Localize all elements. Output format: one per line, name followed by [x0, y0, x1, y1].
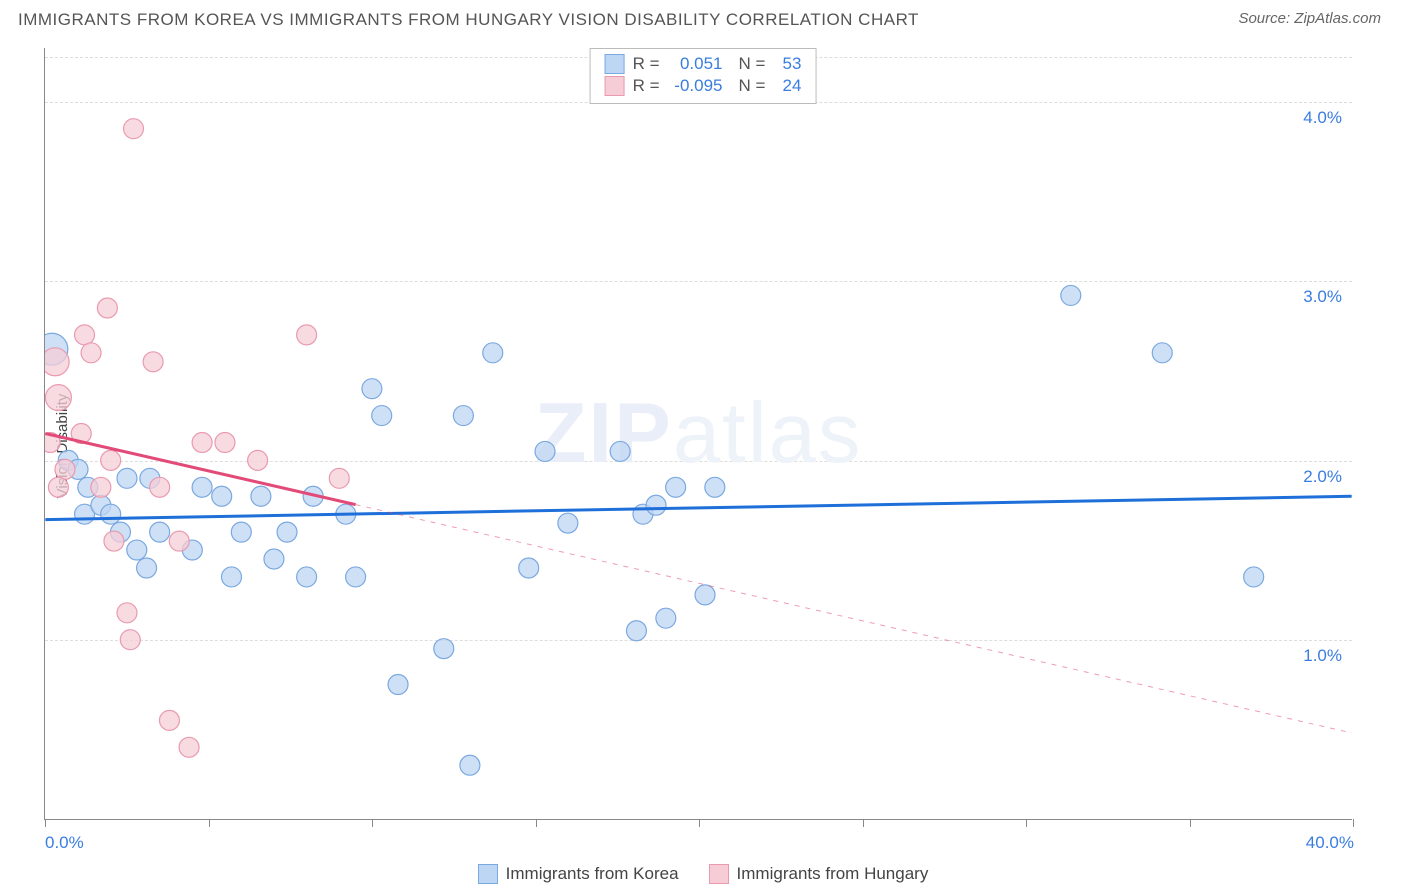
stats-row: R = -0.095 N = 24 [605, 75, 802, 97]
data-point [101, 504, 121, 524]
data-point [212, 486, 232, 506]
r-label: R = [633, 54, 660, 74]
x-tick [699, 819, 700, 827]
data-point [1152, 343, 1172, 363]
data-point [646, 495, 666, 515]
n-label: N = [739, 76, 766, 96]
data-point [91, 477, 111, 497]
legend-item: Immigrants from Hungary [709, 864, 929, 884]
data-point [372, 406, 392, 426]
data-point [535, 441, 555, 461]
data-point [297, 325, 317, 345]
data-point [666, 477, 686, 497]
data-point [705, 477, 725, 497]
data-point [101, 450, 121, 470]
data-point [297, 567, 317, 587]
data-point [519, 558, 539, 578]
legend-label: Immigrants from Hungary [737, 864, 929, 884]
x-tick [209, 819, 210, 827]
data-point [460, 755, 480, 775]
data-point [277, 522, 297, 542]
data-point [117, 603, 137, 623]
data-point [104, 531, 124, 551]
data-point [55, 459, 75, 479]
data-point [179, 737, 199, 757]
series-swatch [709, 864, 729, 884]
data-point [695, 585, 715, 605]
chart-title: IMMIGRANTS FROM KOREA VS IMMIGRANTS FROM… [18, 10, 919, 30]
data-point [45, 348, 69, 376]
data-point [558, 513, 578, 533]
data-point [192, 477, 212, 497]
data-point [127, 540, 147, 560]
data-point [124, 119, 144, 139]
data-point [159, 710, 179, 730]
series-swatch [605, 54, 625, 74]
data-point [215, 432, 235, 452]
chart-header: IMMIGRANTS FROM KOREA VS IMMIGRANTS FROM… [0, 0, 1406, 45]
plot-area: ZIPatlas 1.0%2.0%3.0%4.0%0.0%40.0% [44, 48, 1352, 820]
data-point [169, 531, 189, 551]
data-point [150, 522, 170, 542]
legend-label: Immigrants from Korea [506, 864, 679, 884]
stats-panel: R = 0.051 N = 53 R = -0.095 N = 24 [590, 48, 817, 104]
data-point [346, 567, 366, 587]
r-value: -0.095 [668, 76, 723, 96]
r-label: R = [633, 76, 660, 96]
x-tick [536, 819, 537, 827]
data-point [137, 558, 157, 578]
series-swatch [605, 76, 625, 96]
bottom-legend: Immigrants from Korea Immigrants from Hu… [0, 864, 1406, 884]
data-point [626, 621, 646, 641]
data-point [48, 477, 68, 497]
legend-item: Immigrants from Korea [478, 864, 679, 884]
data-point [192, 432, 212, 452]
data-point [117, 468, 137, 488]
x-tick [863, 819, 864, 827]
data-point [81, 343, 101, 363]
x-tick [372, 819, 373, 827]
x-tick [1353, 819, 1354, 827]
data-point [150, 477, 170, 497]
x-tick [1026, 819, 1027, 827]
data-point [610, 441, 630, 461]
data-point [251, 486, 271, 506]
data-point [231, 522, 251, 542]
scatter-svg [45, 48, 1352, 819]
x-min-label: 0.0% [45, 833, 84, 853]
r-value: 0.051 [668, 54, 723, 74]
data-point [434, 639, 454, 659]
data-point [75, 325, 95, 345]
data-point [222, 567, 242, 587]
stats-row: R = 0.051 N = 53 [605, 53, 802, 75]
source-label: Source: ZipAtlas.com [1238, 10, 1381, 27]
data-point [656, 608, 676, 628]
data-point [264, 549, 284, 569]
series-swatch [478, 864, 498, 884]
data-point [120, 630, 140, 650]
data-point [143, 352, 163, 372]
data-point [1061, 285, 1081, 305]
regression-line-dashed [356, 505, 1352, 733]
data-point [388, 675, 408, 695]
data-point [97, 298, 117, 318]
n-value: 53 [773, 54, 801, 74]
n-label: N = [739, 54, 766, 74]
x-tick [45, 819, 46, 827]
data-point [453, 406, 473, 426]
x-tick [1190, 819, 1191, 827]
data-point [248, 450, 268, 470]
data-point [483, 343, 503, 363]
regression-line [45, 496, 1351, 519]
data-point [362, 379, 382, 399]
data-point [329, 468, 349, 488]
n-value: 24 [773, 76, 801, 96]
x-max-label: 40.0% [1306, 833, 1354, 853]
data-point [1244, 567, 1264, 587]
data-point [45, 385, 71, 411]
